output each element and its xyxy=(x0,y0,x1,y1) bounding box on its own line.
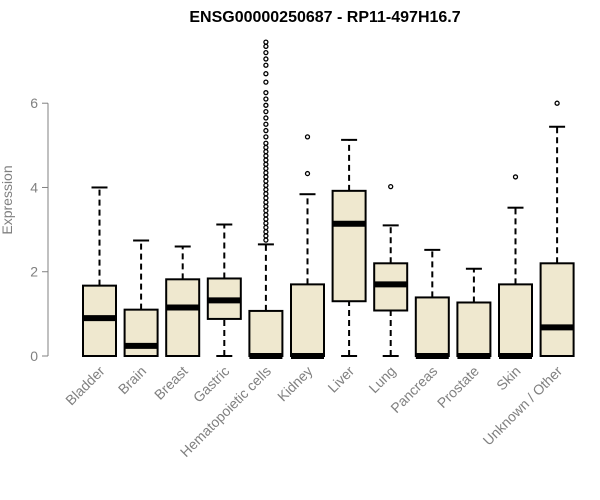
box xyxy=(539,262,575,358)
box xyxy=(498,283,533,357)
outlier-point xyxy=(263,127,269,134)
chart-title: ENSG00000250687 - RP11-497H16.7 xyxy=(189,9,460,26)
outlier-point xyxy=(263,79,269,85)
outlier-point xyxy=(263,174,269,180)
outlier-point xyxy=(263,220,269,226)
outlier-point xyxy=(263,56,269,62)
box xyxy=(331,189,367,303)
box xyxy=(123,308,159,357)
x-tick-label: Brain xyxy=(115,363,149,397)
x-tick-label: Breast xyxy=(151,363,191,403)
box xyxy=(248,309,284,357)
outlier-point xyxy=(263,102,269,108)
y-axis: 0 2 4 6 xyxy=(30,95,49,364)
outlier-point xyxy=(263,134,269,140)
outlier-point xyxy=(263,186,269,193)
box-group xyxy=(82,186,117,357)
outlier-point xyxy=(263,96,269,102)
outlier-point xyxy=(388,183,394,190)
box-group xyxy=(498,174,533,359)
box-group xyxy=(373,183,409,357)
outlier-point xyxy=(554,100,560,106)
outlier-point xyxy=(263,157,269,163)
outlier-point xyxy=(263,90,269,96)
outlier-point xyxy=(263,115,269,121)
box-group xyxy=(206,223,242,357)
x-tick-label: Lung xyxy=(365,363,398,396)
x-tick-label: Skin xyxy=(493,363,524,394)
y-tick-label: 2 xyxy=(30,264,38,280)
x-tick-label: Bladder xyxy=(62,363,108,409)
box xyxy=(165,278,201,357)
box-group xyxy=(331,138,367,357)
outlier-point xyxy=(263,71,269,77)
outlier-point xyxy=(263,216,269,222)
outlier-point xyxy=(263,170,269,176)
outlier-point xyxy=(263,195,269,201)
plot-area xyxy=(82,39,575,359)
outlier-point xyxy=(263,182,269,189)
box xyxy=(290,283,325,357)
outlier-point xyxy=(263,178,269,184)
outlier-point xyxy=(263,229,269,235)
outlier-point xyxy=(263,199,269,205)
box-group xyxy=(290,134,325,359)
box-group xyxy=(248,39,284,359)
outlier-point xyxy=(263,203,269,210)
outlier-point xyxy=(263,165,269,172)
box xyxy=(456,301,492,357)
outlier-point xyxy=(263,121,269,127)
box xyxy=(414,296,450,357)
outlier-point xyxy=(263,224,269,231)
x-tick-label: Liver xyxy=(324,363,357,396)
y-axis-label: Expression xyxy=(0,165,15,234)
outlier-point xyxy=(263,237,269,243)
y-tick-label: 0 xyxy=(30,348,38,364)
outlier-point xyxy=(512,174,519,180)
outlier-point xyxy=(263,207,269,214)
outlier-point xyxy=(263,43,269,49)
box-group xyxy=(539,100,575,358)
outlier-point xyxy=(263,49,269,56)
box-group xyxy=(456,267,492,359)
y-tick-label: 6 xyxy=(30,95,38,111)
outlier-point xyxy=(263,149,269,155)
outlier-point xyxy=(263,144,269,151)
outlier-point xyxy=(304,170,311,177)
outlier-point xyxy=(263,212,269,218)
y-tick-label: 4 xyxy=(30,179,38,195)
outlier-point xyxy=(263,39,269,45)
box-group xyxy=(123,239,159,357)
outlier-point xyxy=(263,140,269,146)
outlier-point xyxy=(263,153,269,159)
x-tick-label: Unknown / Other xyxy=(480,363,566,449)
outlier-point xyxy=(263,233,269,239)
box-group xyxy=(165,245,201,357)
x-tick-label: Prostate xyxy=(434,363,482,411)
x-tick-label: Kidney xyxy=(274,363,316,405)
outlier-point xyxy=(263,191,269,197)
outlier-point xyxy=(263,62,269,68)
outlier-point xyxy=(263,108,269,115)
box-group xyxy=(414,248,450,359)
outlier-point xyxy=(304,134,311,140)
outlier-point xyxy=(263,161,269,167)
